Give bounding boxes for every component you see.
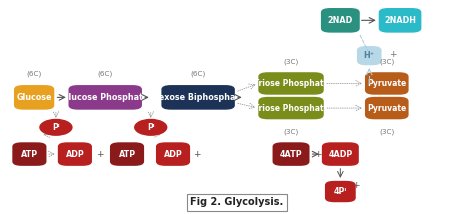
Text: (3C): (3C) bbox=[283, 128, 299, 135]
FancyBboxPatch shape bbox=[156, 142, 190, 166]
FancyBboxPatch shape bbox=[321, 8, 360, 33]
Text: 4Pᴵ: 4Pᴵ bbox=[334, 187, 347, 196]
Text: (3C): (3C) bbox=[283, 59, 299, 65]
Text: +: + bbox=[389, 50, 396, 59]
Text: (6C): (6C) bbox=[191, 71, 206, 77]
Text: 2NAD: 2NAD bbox=[328, 16, 353, 25]
Text: ADP: ADP bbox=[65, 150, 84, 159]
Text: +: + bbox=[46, 121, 54, 130]
Text: Pyruvate: Pyruvate bbox=[367, 104, 406, 113]
Text: ATP: ATP bbox=[118, 150, 136, 159]
Text: +: + bbox=[141, 121, 149, 130]
Text: H⁺: H⁺ bbox=[364, 51, 375, 60]
Text: Fig 2. Glycolysis.: Fig 2. Glycolysis. bbox=[191, 197, 283, 207]
Text: +: + bbox=[96, 150, 103, 159]
FancyBboxPatch shape bbox=[14, 85, 54, 110]
FancyBboxPatch shape bbox=[12, 142, 46, 166]
FancyBboxPatch shape bbox=[357, 46, 382, 65]
FancyBboxPatch shape bbox=[110, 142, 144, 166]
FancyBboxPatch shape bbox=[58, 142, 92, 166]
Text: Glucose Phosphate: Glucose Phosphate bbox=[62, 93, 148, 102]
Text: 2NADH: 2NADH bbox=[384, 16, 416, 25]
FancyBboxPatch shape bbox=[379, 8, 421, 33]
Text: (6C): (6C) bbox=[98, 71, 113, 77]
Text: Pᴵ: Pᴵ bbox=[147, 123, 155, 132]
Text: +: + bbox=[352, 181, 359, 190]
Text: Pᴵ: Pᴵ bbox=[52, 123, 60, 132]
FancyBboxPatch shape bbox=[365, 97, 409, 119]
FancyBboxPatch shape bbox=[325, 181, 356, 202]
Text: Triose Phosphate: Triose Phosphate bbox=[254, 104, 328, 113]
Ellipse shape bbox=[134, 119, 167, 136]
Text: Hexose Biphosphate: Hexose Biphosphate bbox=[152, 93, 245, 102]
FancyBboxPatch shape bbox=[258, 72, 324, 95]
Text: +: + bbox=[193, 150, 201, 159]
FancyBboxPatch shape bbox=[258, 97, 324, 119]
FancyBboxPatch shape bbox=[365, 72, 409, 95]
Text: (6C): (6C) bbox=[27, 71, 42, 77]
Text: Triose Phosphate: Triose Phosphate bbox=[254, 79, 328, 88]
FancyBboxPatch shape bbox=[322, 142, 359, 166]
Text: (3C): (3C) bbox=[379, 128, 394, 135]
FancyBboxPatch shape bbox=[273, 142, 310, 166]
FancyBboxPatch shape bbox=[69, 85, 142, 110]
Text: 4ATP: 4ATP bbox=[280, 150, 302, 159]
Ellipse shape bbox=[39, 119, 73, 136]
Text: Pyruvate: Pyruvate bbox=[367, 79, 406, 88]
Text: +: + bbox=[314, 150, 321, 159]
FancyBboxPatch shape bbox=[161, 85, 235, 110]
Text: 4ADP: 4ADP bbox=[328, 150, 353, 159]
Text: ATP: ATP bbox=[21, 150, 38, 159]
Text: (3C): (3C) bbox=[379, 59, 394, 65]
Text: Glucose: Glucose bbox=[17, 93, 52, 102]
Text: ADP: ADP bbox=[164, 150, 182, 159]
